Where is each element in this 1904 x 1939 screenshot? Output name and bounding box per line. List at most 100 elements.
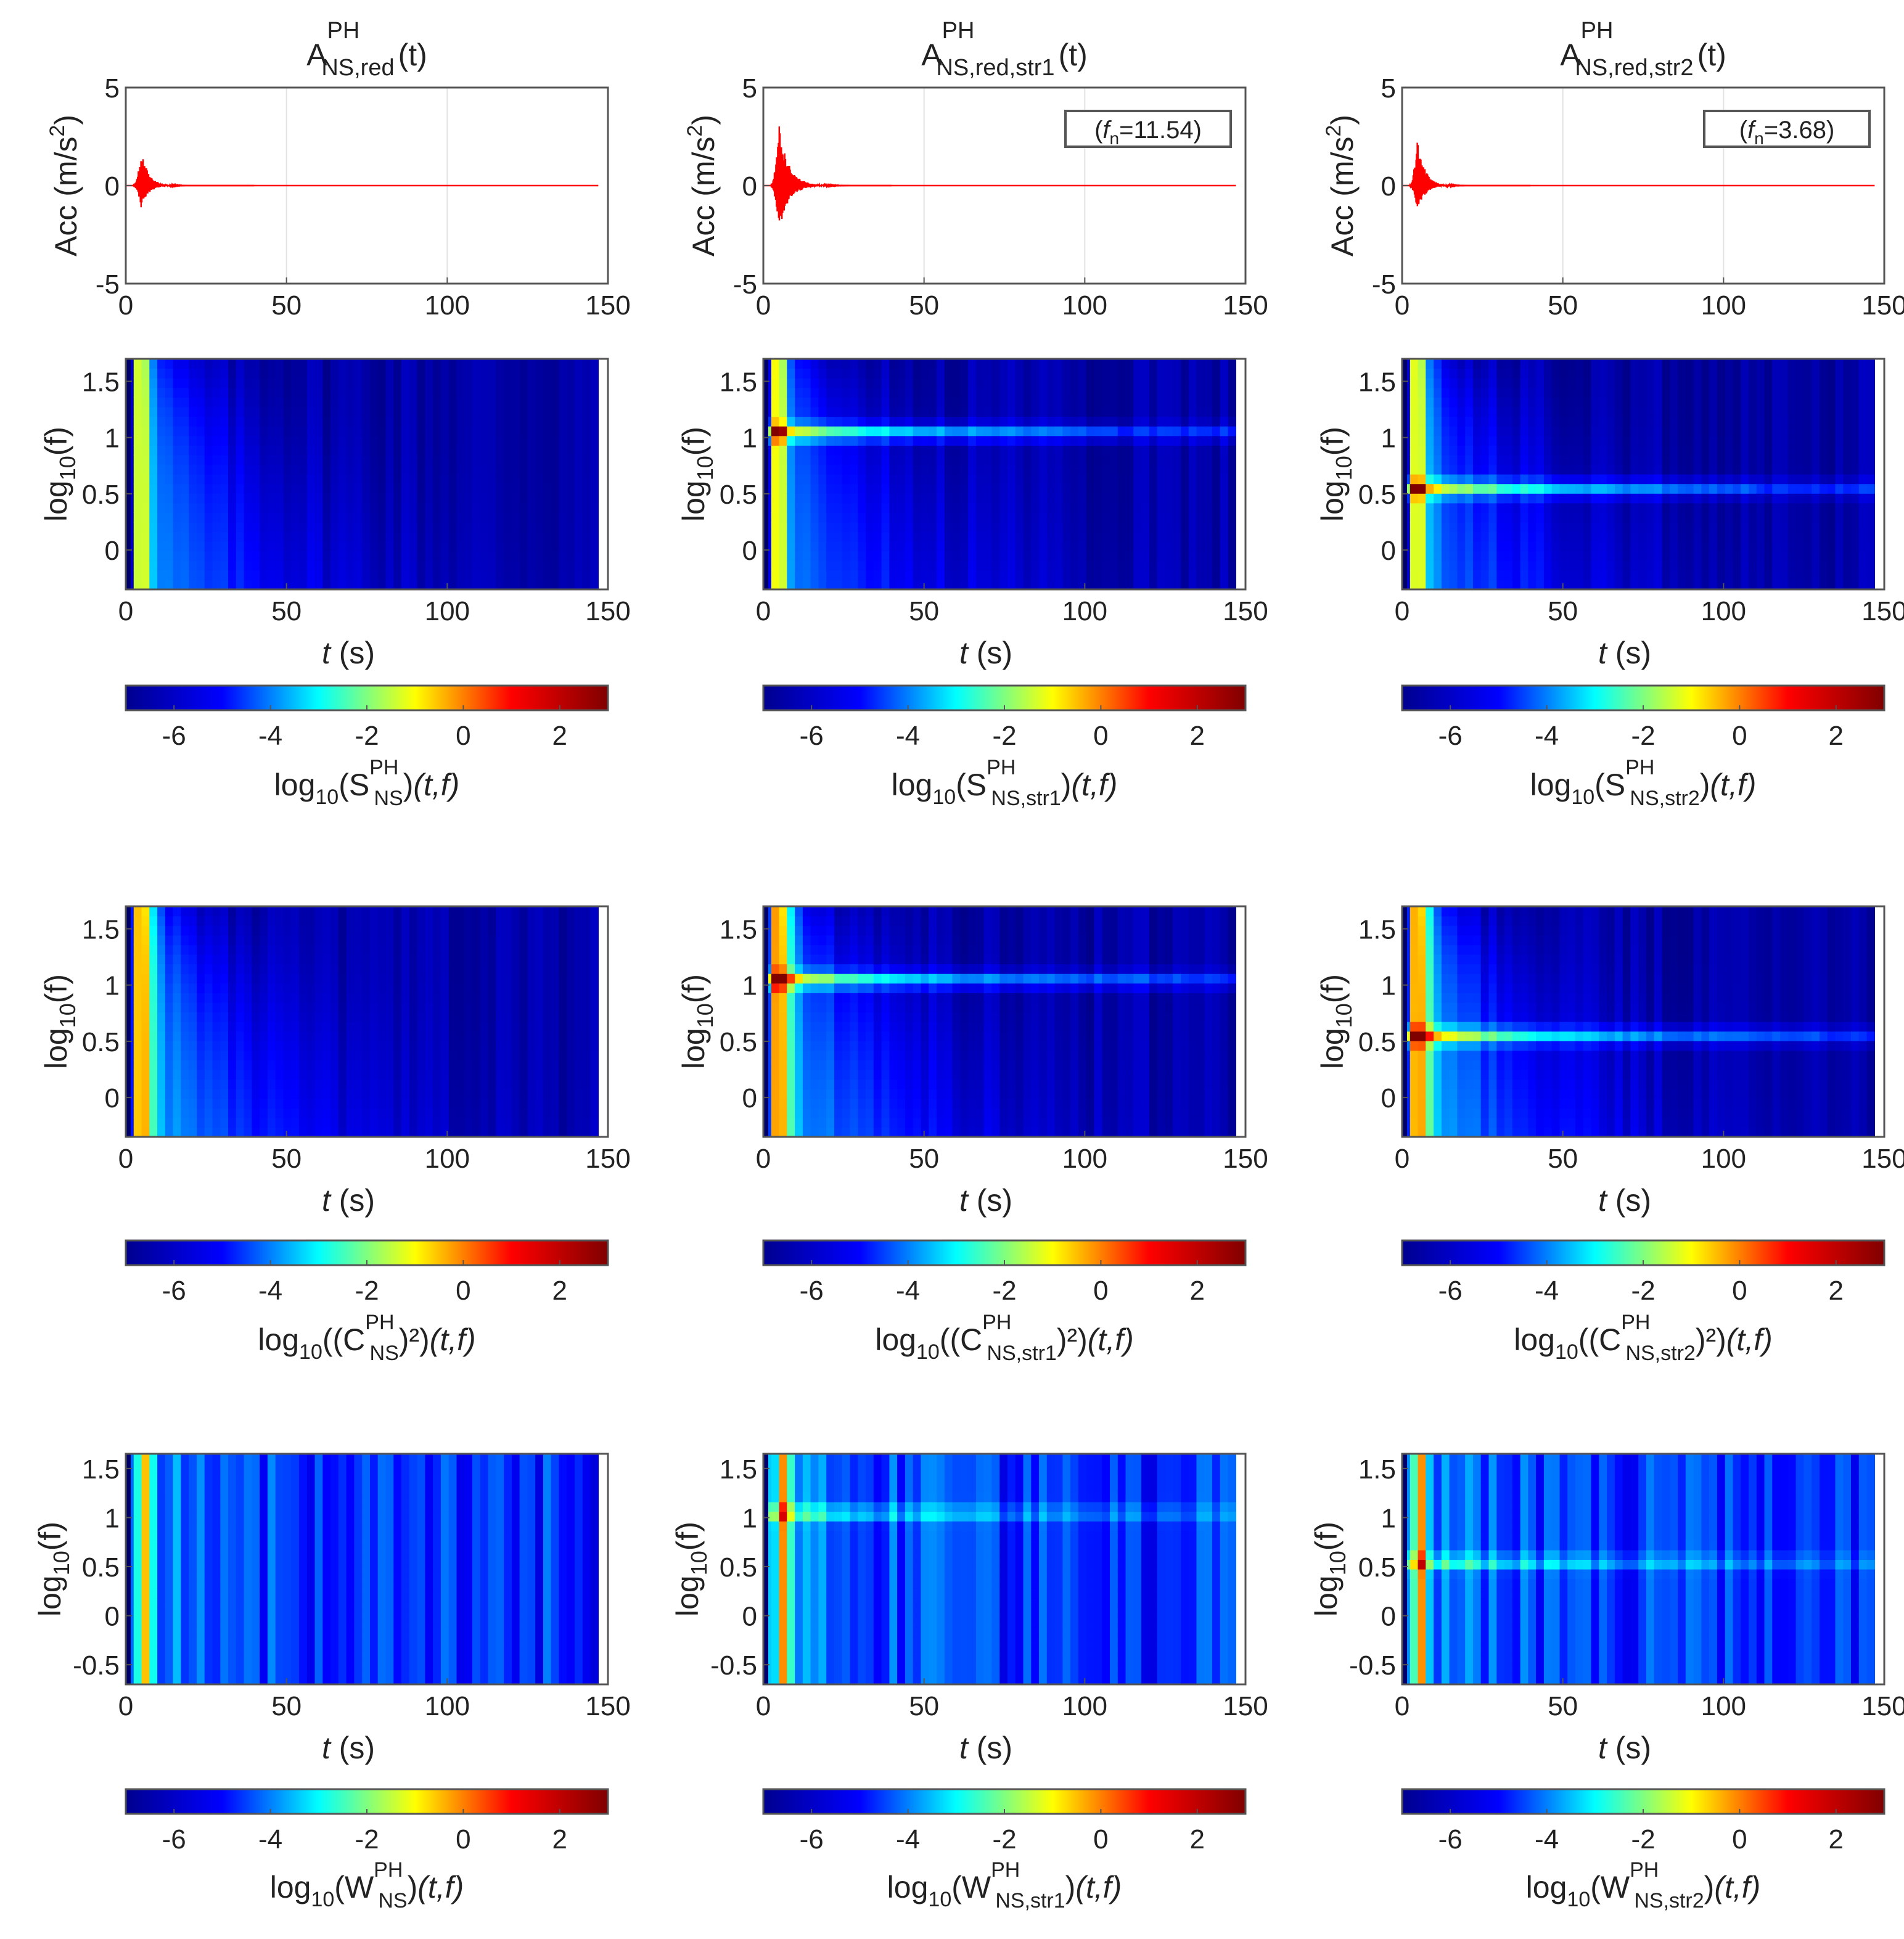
heatmap-cell xyxy=(1520,454,1529,465)
heatmap-cell xyxy=(472,435,481,446)
heatmap-cell xyxy=(173,1089,181,1099)
heatmap-cell xyxy=(1820,368,1828,379)
heatmap-cell xyxy=(881,454,890,465)
heatmap-cell xyxy=(999,512,1008,523)
heatmap-cell xyxy=(802,580,811,590)
heatmap-cell xyxy=(212,406,221,417)
heatmap-cell xyxy=(252,993,260,1003)
heatmap-cell xyxy=(1741,502,1749,513)
colorbar-label: log10(SPH NS)(t,f) xyxy=(274,756,460,810)
heatmap-cell xyxy=(173,906,181,917)
heatmap-cell xyxy=(181,925,189,936)
heatmap-cell xyxy=(1070,560,1079,571)
heatmap-cell xyxy=(409,454,418,465)
heatmap-cell xyxy=(1795,406,1804,417)
heatmap-cell xyxy=(448,570,458,580)
heatmap-cell xyxy=(1764,368,1773,379)
heatmap-cell xyxy=(1449,512,1458,523)
heatmap-cell xyxy=(1157,512,1165,523)
heatmap-cell xyxy=(1418,359,1426,369)
heatmap-cell xyxy=(795,406,803,417)
heatmap-cell xyxy=(1812,522,1820,533)
tf-xtick-label: 0 xyxy=(756,596,771,626)
heatmap-cell xyxy=(189,378,197,388)
heatmap-cell xyxy=(1528,531,1537,542)
heatmap-cell xyxy=(575,406,583,417)
fn-annotation-text: (fn=11.54) xyxy=(1094,117,1202,148)
heatmap-cell xyxy=(1512,541,1521,552)
heatmap-cell xyxy=(881,580,890,590)
heatmap-cell xyxy=(905,464,914,475)
heatmap-cell xyxy=(1496,493,1505,504)
heatmap-cell xyxy=(1228,483,1236,494)
heatmap-cell xyxy=(842,426,851,437)
heatmap-cell xyxy=(1094,454,1102,465)
heatmap-cell xyxy=(425,483,433,494)
heatmap-cell xyxy=(1591,387,1599,398)
heatmap-cell xyxy=(440,502,449,513)
heatmap-cell xyxy=(393,435,402,446)
heatmap-cell xyxy=(944,378,953,388)
heatmap-cell xyxy=(1520,580,1529,590)
heatmap-cell xyxy=(858,483,866,494)
heatmap-cell xyxy=(826,551,835,561)
heatmap-cell xyxy=(1449,551,1458,561)
heatmap-cell xyxy=(1488,541,1497,552)
heatmap-cell xyxy=(929,531,937,542)
colorbar-tick-label: -4 xyxy=(896,721,920,751)
heatmap-cell xyxy=(834,378,843,388)
heatmap-cell xyxy=(1622,359,1631,369)
heatmap-cell xyxy=(1023,541,1032,552)
heatmap-cell xyxy=(197,993,205,1003)
heatmap-cell xyxy=(1457,387,1466,398)
fn-open: ( xyxy=(1739,117,1748,144)
heatmap-cell xyxy=(1536,493,1545,504)
heatmap-cell xyxy=(1866,512,1875,523)
heatmap-cell xyxy=(456,464,465,475)
heatmap-cell xyxy=(834,580,843,590)
heatmap-cell xyxy=(1125,551,1134,561)
heatmap-cell xyxy=(810,445,819,456)
heatmap-cell xyxy=(1551,570,1561,580)
heatmap-cell xyxy=(165,368,174,379)
heatmap-cell xyxy=(149,541,158,552)
heatmap-cell xyxy=(157,1069,166,1080)
heatmap-cell xyxy=(535,406,544,417)
heatmap-cell xyxy=(252,1050,260,1060)
heatmap-cell xyxy=(480,570,489,580)
heatmap-cell xyxy=(1567,406,1576,417)
heatmap-cell xyxy=(1457,531,1466,542)
heatmap-cell xyxy=(1520,387,1529,398)
heatmap-cell xyxy=(818,416,827,427)
heatmap-cell xyxy=(496,368,504,379)
heatmap-cell xyxy=(1410,387,1419,398)
heatmap-cell xyxy=(1046,416,1056,427)
heatmap-cell xyxy=(1054,560,1063,571)
heatmap-cell xyxy=(433,512,441,523)
heatmap-edge xyxy=(1402,359,1407,589)
heatmap-cell xyxy=(929,397,937,408)
heatmap-cell xyxy=(1835,551,1844,561)
heatmap-cell xyxy=(354,426,363,437)
heatmap-cell xyxy=(1465,368,1474,379)
heatmap-cell xyxy=(141,359,150,369)
heatmap-cell xyxy=(236,359,245,369)
heatmap-cell xyxy=(165,560,174,571)
heatmap-cell xyxy=(1559,551,1568,561)
heatmap-cell xyxy=(393,522,402,533)
heatmap-cell xyxy=(873,368,882,379)
heatmap-cell xyxy=(1795,493,1804,504)
heatmap-cell xyxy=(1496,483,1505,494)
heatmap-cell xyxy=(1007,445,1016,456)
heatmap-cell xyxy=(228,1098,237,1109)
heatmap-cell xyxy=(1559,406,1568,417)
heatmap-cell xyxy=(802,406,811,417)
heatmap-cell xyxy=(1023,483,1032,494)
heatmap-cell xyxy=(1141,368,1150,379)
heatmap-cell xyxy=(1662,541,1670,552)
heatmap-cell xyxy=(1725,397,1734,408)
heatmap-cell xyxy=(1520,416,1529,427)
heatmap-cell xyxy=(149,945,158,955)
heatmap-cell xyxy=(291,502,300,513)
heatmap-cell xyxy=(299,368,308,379)
